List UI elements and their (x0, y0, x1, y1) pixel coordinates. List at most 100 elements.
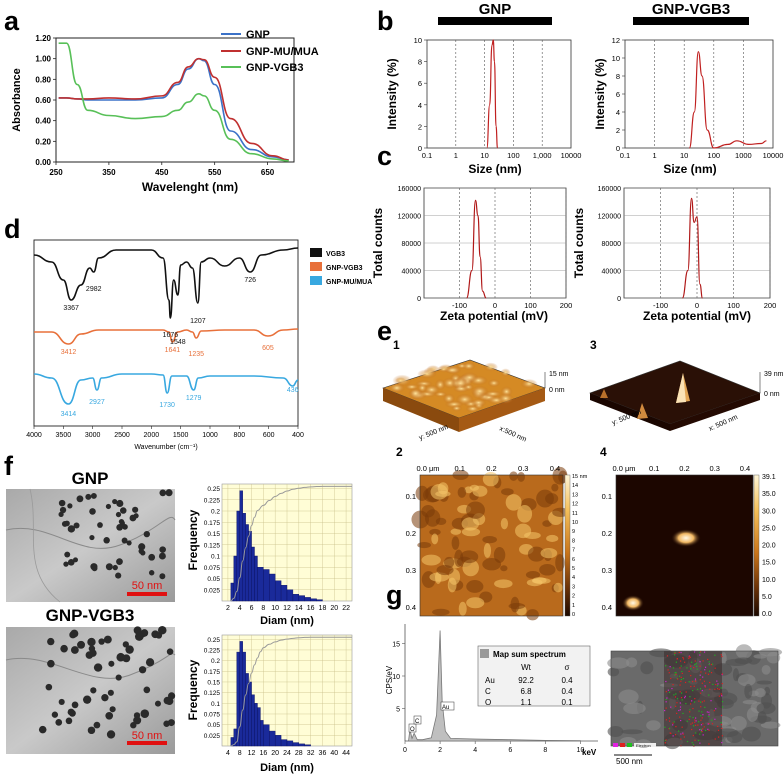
a-series-gnp-vgb3 (58, 42, 289, 162)
f-bottom-bar (260, 720, 264, 747)
f-top-xtick-label: 20 (330, 605, 338, 612)
f-bottom-ytick-label: 0.1 (211, 701, 220, 708)
eds-map-pixel (709, 681, 711, 684)
eds-map-pixel (680, 665, 682, 667)
eds-map-pixel (700, 706, 702, 708)
eds-map-pixel (698, 710, 700, 712)
eds-map-pixel (669, 732, 671, 734)
b-right-ytick-label: 12 (612, 36, 620, 45)
tem-particle (105, 503, 112, 510)
a-ytick-label: 0.00 (35, 158, 51, 167)
g-ytick-label: 5 (396, 707, 400, 714)
b-left-ytick-label: 10 (414, 36, 422, 45)
eds-map-pixel (716, 684, 719, 687)
eds-map-pixel (679, 716, 681, 718)
e4-scale-label: 10.0 (762, 577, 776, 584)
eds-map-pixel (682, 658, 685, 660)
afm-grain (482, 536, 498, 544)
tem-particle (163, 720, 170, 727)
afm-grain (493, 547, 506, 563)
tem-particle (38, 725, 47, 734)
eds-map-pixel (721, 655, 723, 658)
eds-map-pixel (721, 682, 723, 685)
tem-gnp-vgb3-scale-label: 50 nm (132, 730, 163, 742)
eds-map-pixel (715, 708, 717, 710)
d-gnp-mu-peak-label: 1279 (186, 395, 202, 402)
g-xtick-label: 6 (508, 747, 512, 754)
tem-particle (115, 511, 122, 518)
a-ytick-label: 1.00 (35, 55, 51, 64)
eds-map-pixel (707, 658, 709, 661)
e3-x-axis-label: x: 500 nm (708, 414, 739, 433)
tem-image-gnp: 50 nm (5, 488, 176, 603)
f-bottom-ytick-label: 0.075 (204, 711, 221, 718)
a-ytick-label: 0.60 (35, 96, 51, 105)
eds-map-pixel (692, 734, 694, 737)
eds-map-pixel (691, 742, 693, 744)
e2-scale-label: 10 (572, 520, 578, 526)
eds-map-pixel (680, 697, 683, 699)
eds-table-title: Map sum spectrum (493, 650, 566, 659)
panel-g-eds: 15 10 5 0 2 4 6 8 10 CPS/eV keV O C Au Map sum s… (385, 624, 783, 766)
panel-letter-g: g (386, 580, 403, 610)
f-top-bar (254, 555, 258, 602)
f-top-bar (292, 594, 300, 602)
eds-map-pixel (714, 667, 716, 669)
tem-particle (51, 711, 59, 718)
e2-ytick-label: 0.1 (406, 492, 416, 501)
eds-map-pixel (676, 698, 679, 700)
panel-f-top-xlabel: Diam (nm) (260, 615, 314, 627)
f-top-ytick-label: 0.15 (207, 531, 220, 538)
eds-map-pixel (685, 691, 687, 693)
tem-particle (89, 534, 95, 541)
c-right-ytick-label: 40000 (602, 269, 622, 276)
g-xtick-label: 8 (543, 747, 547, 754)
afm-bump (497, 392, 514, 404)
f-top-bar (251, 546, 255, 602)
eds-map-pixel (717, 736, 720, 738)
afm-grain (466, 597, 485, 609)
tem-particle (145, 658, 155, 667)
afm-grain (432, 608, 450, 616)
c-right-ytick-label: 120000 (598, 214, 621, 221)
b-right-xtick-label: 10000 (763, 151, 784, 160)
b-left-xtick-label: 100 (507, 151, 520, 160)
tem-particle (116, 499, 124, 508)
d-gnp-mu-peak-label: 1730 (159, 402, 175, 409)
afm-grain (527, 546, 546, 562)
f-top-ytick-label: 0.025 (204, 587, 221, 594)
afm-grain (431, 533, 439, 545)
eds-map-pixel (686, 740, 689, 743)
eds-map-pixel (721, 741, 723, 744)
f-bottom-bar (280, 739, 288, 747)
eds-map-pixel (676, 702, 678, 704)
tem-particle (138, 548, 144, 554)
f-bottom-xtick-label: 8 (238, 750, 242, 757)
eds-map-pixel (664, 742, 666, 744)
tem-particle (106, 730, 116, 739)
eds-map-pixel (694, 739, 696, 741)
eds-map-pixel (704, 669, 706, 671)
b-left-xtick-label: 10 (480, 151, 488, 160)
tem-gnp-scale-bar (127, 592, 167, 596)
a-ytick-label: 0.80 (35, 75, 51, 84)
eds-map-pixel (720, 721, 722, 724)
e2-ytick-label: 0.4 (406, 603, 416, 612)
tem-image-gnp-vgb3: 50 nm (5, 626, 176, 754)
eds-peak-o: O (410, 727, 415, 733)
afm-grain (461, 527, 481, 537)
panel-b-left-ylabel: Intensity (%) (385, 58, 399, 129)
eds-map-pixel (702, 723, 704, 725)
eds-map-pixel (675, 672, 677, 674)
legend-gnp-vgb3-label: GNP-VGB3 (246, 62, 303, 74)
eds-map-pixel (672, 667, 675, 669)
d-vgb3-peak-label: 2982 (86, 286, 102, 293)
e2-xtick-label: 0.1 (455, 464, 465, 473)
panel-f-top-histogram: 0.25 0.225 0.2 0.175 0.15 0.125 0.1 0.075 0.05 0.… (186, 483, 353, 627)
g-ytick-label: 15 (392, 642, 400, 649)
b-left-xtick-label: 1 (454, 151, 458, 160)
tem-particle (122, 641, 129, 648)
eds-map-pixel (672, 735, 674, 737)
eds-map-pixel (674, 652, 676, 654)
panel-f-bottom-xlabel: Diam (nm) (260, 762, 314, 774)
